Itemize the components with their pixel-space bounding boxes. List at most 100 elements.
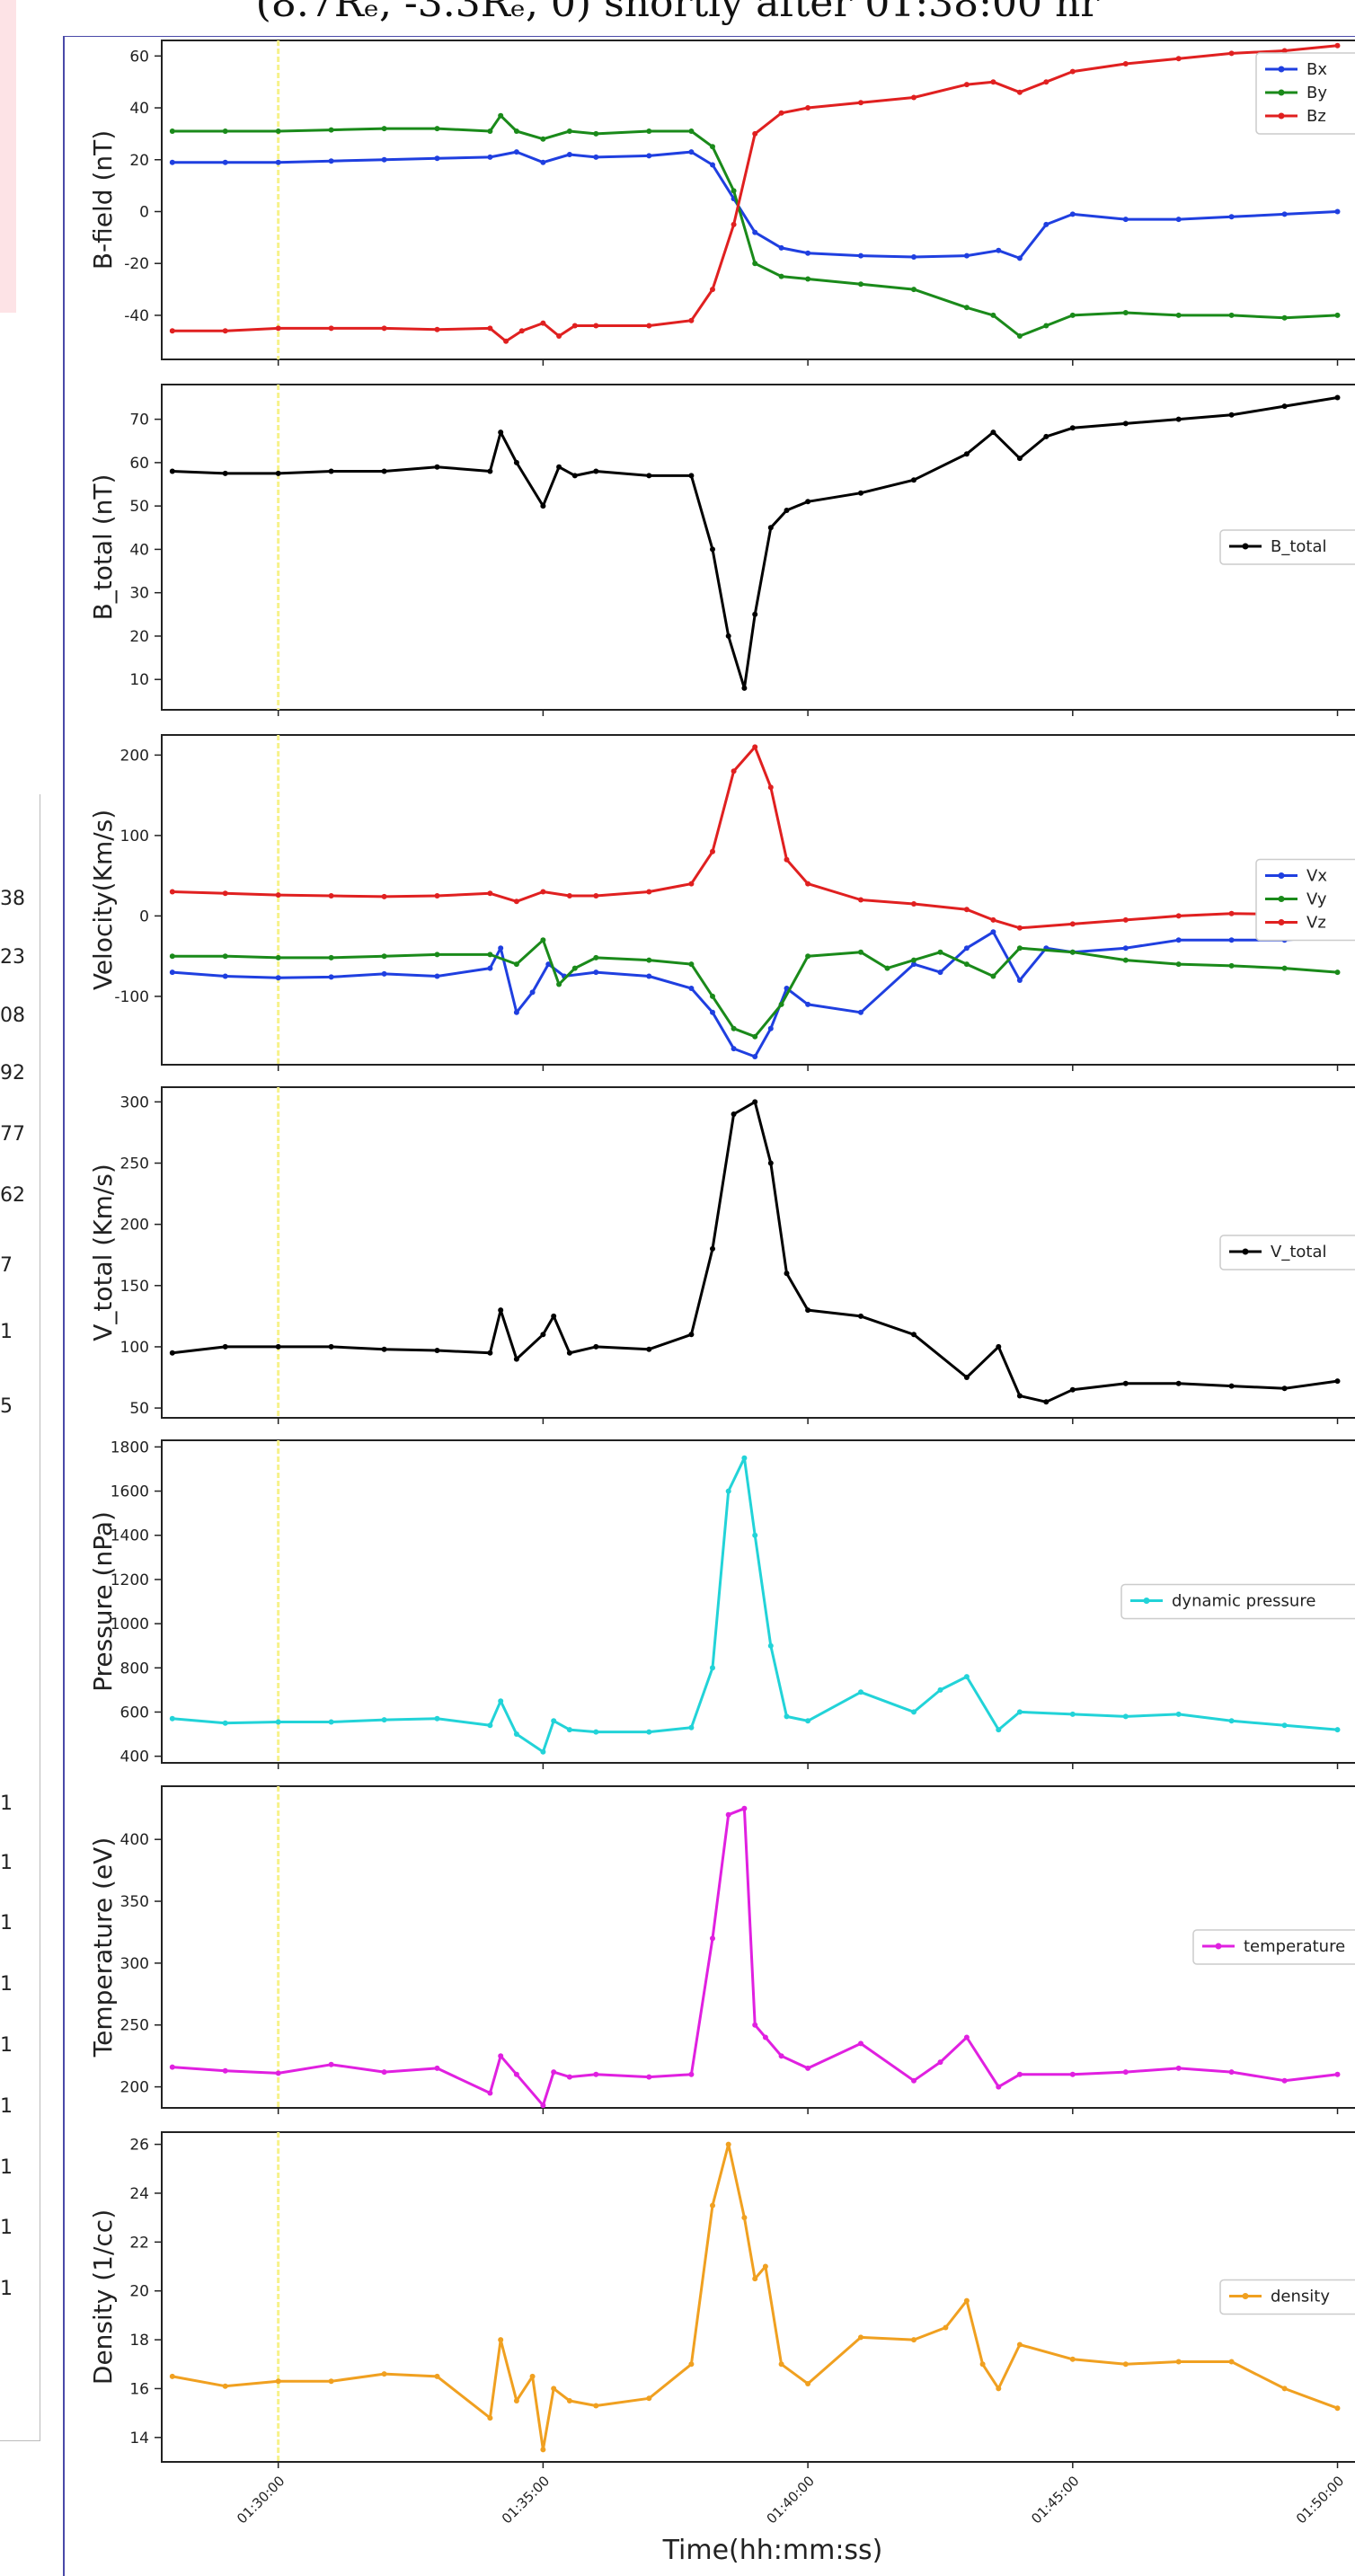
data-point	[767, 1025, 774, 1031]
legend-box	[1192, 1929, 1355, 1965]
legend-swatch-marker	[1215, 1943, 1222, 1950]
data-point	[487, 2090, 493, 2096]
left-strip-number: 92	[0, 1062, 25, 1084]
data-point	[996, 247, 1002, 253]
x-tick-label: 01:40:00	[764, 2473, 818, 2527]
data-point	[222, 890, 228, 897]
data-point	[767, 1642, 774, 1649]
legend-entry: temperature	[1244, 1937, 1345, 1956]
data-point	[805, 250, 811, 256]
data-point	[1043, 221, 1049, 227]
data-point	[1069, 921, 1076, 927]
data-point	[381, 325, 387, 332]
legend-swatch-marker	[1278, 66, 1285, 73]
data-point	[762, 2263, 768, 2270]
data-point	[169, 969, 175, 976]
data-point	[593, 954, 599, 960]
data-point	[487, 1722, 493, 1729]
data-point	[741, 685, 748, 691]
data-point	[767, 525, 774, 531]
y-axis-label: Velocity(Km/s)	[88, 810, 118, 990]
data-point	[937, 949, 943, 955]
data-point	[963, 1375, 970, 1380]
left-strip-number: 1	[0, 1852, 13, 1874]
y-tick-label: 10	[129, 671, 149, 689]
data-point	[275, 2378, 281, 2385]
y-tick-label: 350	[120, 1893, 149, 1911]
data-point	[328, 893, 334, 899]
y-axis-label: Density (1/cc)	[88, 2209, 118, 2385]
data-point	[529, 2373, 536, 2379]
data-point	[784, 1270, 790, 1277]
data-point	[513, 2071, 519, 2077]
series-line-bx	[172, 150, 1338, 260]
data-point	[1016, 1709, 1023, 1715]
legend-box	[1219, 2279, 1355, 2315]
data-point	[275, 128, 281, 134]
data-point	[487, 325, 493, 332]
panel-frame	[161, 1086, 1355, 1419]
data-point	[498, 945, 504, 952]
data-point	[1175, 217, 1182, 223]
data-point	[778, 2361, 784, 2368]
data-point	[169, 889, 175, 895]
data-point	[1069, 211, 1076, 217]
data-point	[328, 954, 334, 960]
legend-entry: Vz	[1306, 914, 1326, 933]
y-tick-label: 24	[129, 2185, 149, 2203]
y-tick-label: 18	[129, 2332, 149, 2350]
legend-swatch-marker	[1278, 872, 1285, 879]
data-point	[710, 1935, 715, 1942]
data-point	[1069, 949, 1076, 955]
data-point	[805, 1307, 811, 1314]
data-point	[1069, 312, 1076, 318]
data-point	[990, 973, 996, 979]
data-point	[222, 328, 228, 334]
data-point	[778, 1001, 784, 1007]
y-tick-label: 14	[129, 2430, 149, 2448]
y-axis-label: Temperature (eV)	[88, 1837, 118, 2058]
data-point	[911, 1332, 917, 1338]
x-axis-label: Time(hh:mm:ss)	[662, 2535, 883, 2566]
data-point	[1228, 1718, 1235, 1724]
y-axis-label: B_total (nT)	[88, 474, 118, 621]
data-point	[498, 2337, 504, 2343]
legend-swatch-marker	[1242, 1248, 1249, 1255]
data-point	[1016, 89, 1023, 95]
data-point	[1175, 1380, 1182, 1386]
legend-entry: B_total	[1271, 537, 1327, 556]
data-point	[1334, 969, 1341, 976]
data-point	[381, 1717, 387, 1723]
x-tick-label: 01:45:00	[1028, 2473, 1082, 2527]
data-point	[1122, 957, 1129, 963]
data-point	[1016, 456, 1023, 462]
data-point	[381, 156, 387, 163]
data-point	[1228, 412, 1235, 418]
data-point	[646, 2395, 652, 2402]
data-point	[169, 468, 175, 474]
data-point	[566, 893, 572, 899]
data-point	[990, 916, 996, 923]
data-point	[518, 328, 525, 334]
data-point	[805, 499, 811, 505]
legend-entry: V_total	[1271, 1243, 1326, 1261]
data-point	[381, 893, 387, 899]
data-point	[169, 953, 175, 960]
data-point	[328, 1719, 334, 1725]
data-point	[540, 320, 546, 326]
y-tick-label: 200	[120, 2079, 149, 2097]
data-point	[529, 989, 536, 996]
legend-entry: dynamic pressure	[1172, 1592, 1315, 1611]
data-point	[434, 893, 440, 899]
y-tick-label: 30	[129, 585, 149, 603]
data-point	[990, 79, 996, 85]
data-point	[911, 287, 917, 293]
y-tick-label: 800	[120, 1660, 149, 1677]
data-point	[328, 127, 334, 133]
data-point	[990, 312, 996, 318]
left-strip-number: 77	[0, 1123, 25, 1146]
data-point	[222, 973, 228, 979]
data-point	[434, 155, 440, 162]
data-point	[1228, 312, 1235, 318]
data-point	[762, 2034, 768, 2040]
